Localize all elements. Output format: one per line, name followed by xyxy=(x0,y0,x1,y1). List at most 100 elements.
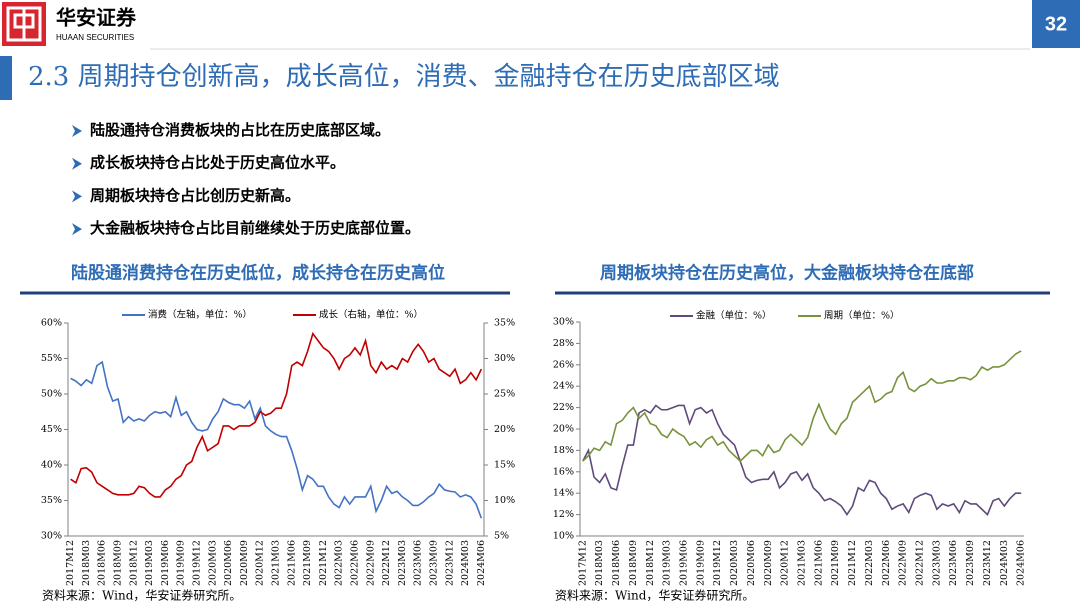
x-tick-label: 2024M03 xyxy=(460,540,471,586)
x-tick-label: 2019M03 xyxy=(144,540,155,586)
x-tick-label: 2022M09 xyxy=(365,540,376,586)
x-tick-label: 2018M09 xyxy=(113,540,124,586)
x-tick-label: 2021M09 xyxy=(302,540,313,586)
x-tick-label: 2023M12 xyxy=(982,540,993,586)
source-note: 资料来源：Wind，华安证券研究所。 xyxy=(555,588,754,603)
legend-label: 周期（单位：%） xyxy=(824,310,900,322)
x-tick-label: 2022M12 xyxy=(381,540,392,586)
chart-title: 周期板块持仓在历史高位，大金融板块持仓在底部 xyxy=(600,263,974,284)
x-tick-label: 2023M09 xyxy=(428,540,439,586)
x-tick-label: 2018M06 xyxy=(611,540,622,586)
x-tick-label: 2021M03 xyxy=(271,540,282,586)
x-tick-label: 2019M06 xyxy=(678,540,689,586)
series-line xyxy=(70,331,483,498)
y-tick-label: 50% xyxy=(41,389,62,400)
y2-tick-label: 35% xyxy=(494,318,515,329)
y-tick-label: 40% xyxy=(41,460,62,471)
source-note: 资料来源：Wind，华安证券研究所。 xyxy=(42,588,241,603)
legend-label: 金融（单位：%） xyxy=(696,310,772,322)
x-tick-label: 2018M03 xyxy=(81,540,92,586)
y-tick-label: 10% xyxy=(553,531,574,542)
x-tick-label: 2023M03 xyxy=(397,540,408,586)
y2-tick-label: 10% xyxy=(494,495,515,506)
y-tick-label: 35% xyxy=(41,495,62,506)
y2-tick-label: 25% xyxy=(494,389,515,400)
x-tick-label: 2020M12 xyxy=(780,540,791,586)
y-tick-label: 22% xyxy=(553,402,574,413)
x-tick-label: 2022M06 xyxy=(881,540,892,586)
bullet-arrow xyxy=(72,190,82,203)
logo xyxy=(2,2,46,46)
x-tick-label: 2018M06 xyxy=(97,540,108,586)
bullet-text: 陆股通持仓消费板块的占比在历史底部区域。 xyxy=(90,121,390,139)
chart-title: 陆股通消费持仓在历史低位，成长持仓在历史高位 xyxy=(71,263,445,284)
x-tick-label: 2018M03 xyxy=(594,540,605,586)
y2-tick-label: 20% xyxy=(494,424,515,435)
slide-title: 2.3 周期持仓创新高，成长高位，消费、金融持仓在历史底部区域 xyxy=(28,62,780,92)
x-tick-label: 2019M12 xyxy=(192,540,203,586)
x-tick-label: 2024M06 xyxy=(476,540,487,586)
x-tick-label: 2024M03 xyxy=(999,540,1010,586)
y-tick-label: 30% xyxy=(41,531,62,542)
series-line xyxy=(70,360,483,519)
company-name: 华安证券 xyxy=(56,6,137,30)
legend-label: 消费（左轴，单位：%） xyxy=(148,309,252,321)
y-tick-label: 30% xyxy=(553,317,574,328)
x-tick-label: 2021M12 xyxy=(318,540,329,586)
bullet-arrow xyxy=(72,157,82,170)
x-tick-label: 2023M06 xyxy=(948,540,959,586)
x-tick-label: 2020M06 xyxy=(223,540,234,586)
x-tick-label: 2019M09 xyxy=(176,540,187,586)
y-tick-label: 60% xyxy=(41,318,62,329)
x-tick-label: 2023M12 xyxy=(444,540,455,586)
y-tick-label: 28% xyxy=(553,338,574,349)
x-tick-label: 2022M09 xyxy=(898,540,909,586)
x-tick-label: 2018M12 xyxy=(645,540,656,586)
y-tick-label: 16% xyxy=(553,466,574,477)
x-tick-label: 2020M03 xyxy=(207,540,218,586)
x-tick-label: 2018M09 xyxy=(628,540,639,586)
title-bar xyxy=(0,56,12,100)
x-tick-label: 2022M03 xyxy=(864,540,875,586)
y-tick-label: 20% xyxy=(553,424,574,435)
y-tick-label: 26% xyxy=(553,359,574,370)
x-tick-label: 2022M12 xyxy=(915,540,926,586)
x-tick-label: 2017M12 xyxy=(577,540,588,586)
x-tick-label: 2021M09 xyxy=(830,540,841,586)
x-tick-label: 2022M03 xyxy=(334,540,345,586)
x-tick-label: 2021M06 xyxy=(286,540,297,586)
x-tick-label: 2020M09 xyxy=(239,540,250,586)
y-tick-label: 45% xyxy=(41,424,62,435)
y2-tick-label: 5% xyxy=(494,531,509,542)
x-tick-label: 2021M06 xyxy=(813,540,824,586)
x-tick-label: 2022M06 xyxy=(349,540,360,586)
x-tick-label: 2019M09 xyxy=(695,540,706,586)
x-tick-label: 2024M06 xyxy=(1016,540,1027,586)
x-tick-label: 2020M09 xyxy=(763,540,774,586)
x-tick-label: 2021M12 xyxy=(847,540,858,586)
x-tick-label: 2019M12 xyxy=(712,540,723,586)
y-tick-label: 24% xyxy=(553,381,574,392)
y-tick-label: 55% xyxy=(41,353,62,364)
bullet-list: 陆股通持仓消费板块的占比在历史底部区域。成长板块持仓占比处于历史高位水平。周期板… xyxy=(72,121,420,237)
chart: 陆股通消费持仓在历史低位，成长持仓在历史高位 30% 35% 40% 45% 50% 55%… xyxy=(20,263,515,603)
chart: 周期板块持仓在历史高位，大金融板块持仓在底部 10% 12% 14% 16% 18% 20%… xyxy=(553,263,1050,603)
x-tick-label: 2023M09 xyxy=(965,540,976,586)
company-subname: HUAAN SECURITIES xyxy=(56,33,134,42)
page-number-box xyxy=(1032,0,1080,48)
x-tick-label: 2023M03 xyxy=(931,540,942,586)
bullet-text: 成长板块持仓占比处于历史高位水平。 xyxy=(90,154,345,172)
x-tick-label: 2020M03 xyxy=(729,540,740,586)
x-tick-label: 2021M03 xyxy=(797,540,808,586)
y-tick-label: 18% xyxy=(553,445,574,456)
y2-tick-label: 30% xyxy=(494,353,515,364)
x-tick-label: 2020M06 xyxy=(746,540,757,586)
series-line xyxy=(582,404,1022,517)
y2-tick-label: 15% xyxy=(494,460,515,471)
bullet-arrow xyxy=(72,125,82,137)
x-tick-label: 2020M12 xyxy=(255,540,266,586)
x-tick-label: 2023M06 xyxy=(413,540,424,586)
bullet-text: 大金融板块持仓占比目前继续处于历史底部位置。 xyxy=(90,219,420,237)
bullet-arrow xyxy=(72,223,82,236)
